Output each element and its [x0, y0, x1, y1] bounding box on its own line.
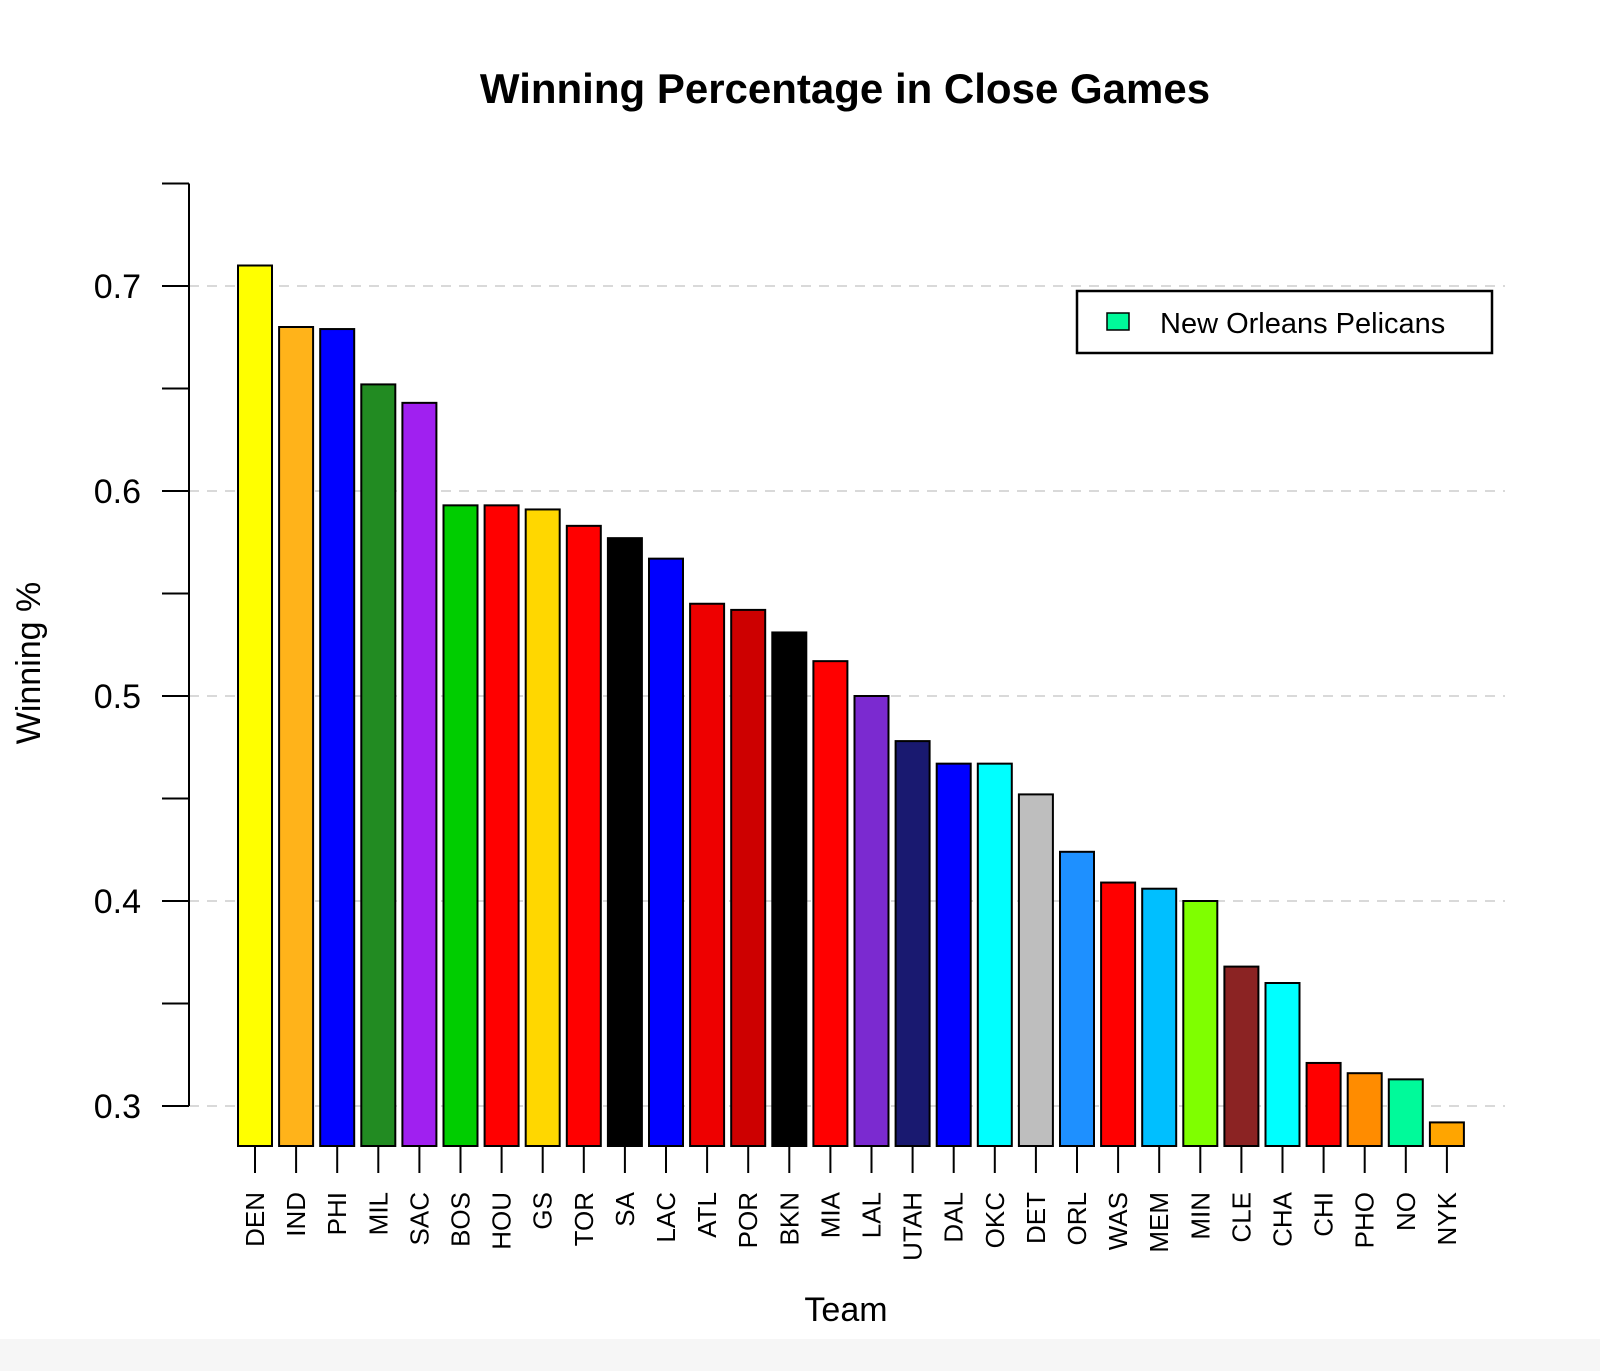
x-tick-label: NYK: [1432, 1191, 1462, 1245]
bars: [237, 264, 1465, 1148]
bar-hou: [483, 504, 520, 1148]
x-tick-label: DAL: [939, 1192, 969, 1243]
x-tick-label: ATL: [692, 1192, 722, 1238]
bar-ind: [278, 326, 315, 1147]
x-tick-label: BKN: [774, 1192, 804, 1245]
x-tick-label: LAL: [857, 1192, 887, 1238]
x-tick-label: MEM: [1144, 1192, 1174, 1253]
x-tick-label: GS: [528, 1192, 558, 1230]
y-tick-label: 0.5: [94, 678, 141, 716]
bar-bos: [442, 504, 479, 1148]
x-tick-label: OKC: [980, 1192, 1010, 1248]
y-tick-label: 0.4: [94, 883, 141, 921]
legend-box: [1075, 289, 1494, 355]
x-tick-label: CHI: [1309, 1192, 1339, 1237]
bottom-strip: [0, 1339, 1600, 1371]
bar-nyk: [1428, 1121, 1465, 1148]
x-tick-label: MIL: [363, 1192, 393, 1235]
x-tick-label: PHI: [322, 1192, 352, 1235]
bar-chi: [1305, 1061, 1342, 1147]
x-tick-label: MIA: [815, 1191, 845, 1238]
x-tick-label: POR: [733, 1192, 763, 1248]
bar-cha: [1264, 982, 1301, 1147]
bar-min: [1182, 900, 1219, 1147]
bar-tor: [565, 524, 602, 1147]
x-tick-label: UTAH: [898, 1192, 928, 1261]
y-tick-label: 0.6: [94, 473, 141, 511]
bar-mem: [1141, 887, 1178, 1147]
bar-utah: [894, 740, 931, 1147]
legend: New Orleans Pelicans: [1075, 289, 1494, 355]
x-tick-label: WAS: [1103, 1192, 1133, 1250]
legend-label: New Orleans Pelicans: [1160, 308, 1445, 340]
bar-no: [1387, 1078, 1424, 1147]
bar-lac: [648, 557, 684, 1147]
x-tick-label: DEN: [240, 1192, 270, 1247]
x-tick-label: CLE: [1226, 1192, 1256, 1243]
chart-title: Winning Percentage in Close Games: [480, 65, 1210, 112]
legend-swatch: [1106, 312, 1130, 331]
bar-det: [1017, 793, 1054, 1148]
bar-orl: [1059, 850, 1095, 1147]
x-tick-label: LAC: [651, 1192, 681, 1243]
y-tick-label: 0.3: [94, 1088, 141, 1126]
x-axis-label: Team: [804, 1291, 887, 1329]
bar-okc: [976, 762, 1013, 1148]
bar-gs: [524, 508, 561, 1147]
x-tick-label: CHA: [1268, 1191, 1298, 1247]
bar-por: [730, 608, 767, 1147]
bar-mia: [812, 660, 849, 1148]
bar-den: [237, 264, 273, 1147]
y-tick-label: 0.7: [94, 268, 141, 306]
bar-sac: [401, 401, 438, 1148]
x-tick-label: ORL: [1062, 1192, 1092, 1245]
y-axis-label: Winning %: [10, 582, 48, 745]
x-tick-label: MIN: [1185, 1192, 1215, 1240]
bar-cle: [1223, 965, 1260, 1147]
x-tick-label: SAC: [404, 1192, 434, 1245]
x-tick-label: PHO: [1350, 1192, 1380, 1248]
x-tick-label: BOS: [446, 1192, 476, 1247]
x-tick-label: TOR: [569, 1192, 599, 1246]
x-tick-label: DET: [1021, 1192, 1051, 1244]
x-axis: DEN IND PHI MIL SAC BOS HOU GS TOR SA LAC ATL POR BKN…: [240, 1146, 1462, 1261]
bar-pho: [1346, 1072, 1383, 1147]
bar-phi: [319, 328, 356, 1147]
x-tick-label: NO: [1391, 1192, 1421, 1231]
bar-mil: [360, 383, 397, 1147]
bar-bkn: [771, 631, 808, 1147]
x-tick-label: HOU: [487, 1192, 517, 1250]
bar-sa: [606, 537, 643, 1147]
x-tick-label: SA: [610, 1191, 640, 1226]
x-tick-label: IND: [281, 1192, 311, 1237]
bar-lal: [853, 695, 890, 1147]
bar-dal: [935, 762, 972, 1148]
bar-was: [1100, 881, 1137, 1147]
bar-atl: [689, 602, 726, 1147]
y-axis: 0.3 0.4 0.5 0.6 0.7: [94, 182, 190, 1126]
